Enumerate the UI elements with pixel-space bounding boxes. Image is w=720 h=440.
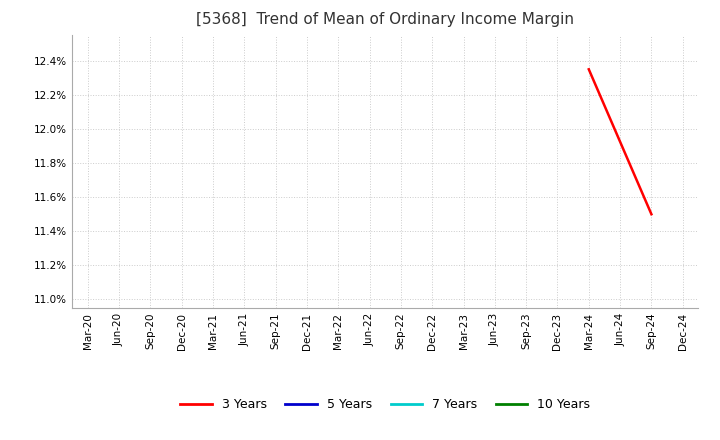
Title: [5368]  Trend of Mean of Ordinary Income Margin: [5368] Trend of Mean of Ordinary Income …	[196, 12, 575, 27]
Legend: 3 Years, 5 Years, 7 Years, 10 Years: 3 Years, 5 Years, 7 Years, 10 Years	[176, 393, 595, 416]
